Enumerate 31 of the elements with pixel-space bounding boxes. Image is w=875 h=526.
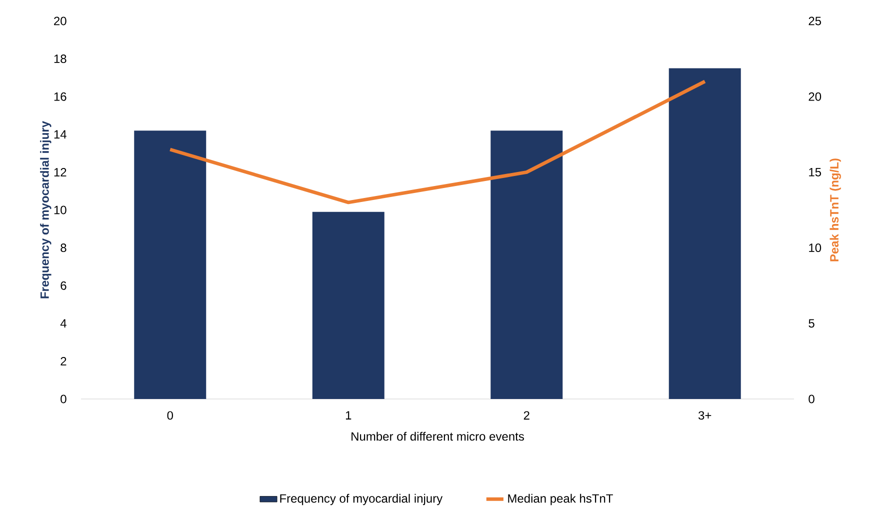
bar — [312, 212, 384, 399]
y-tick-label: 20 — [54, 16, 66, 26]
x-tick-label: 2 — [524, 411, 530, 420]
y-tick-label: 4 — [60, 319, 66, 328]
y2-tick-label: 5 — [808, 319, 814, 328]
x-tick-label: 3+ — [698, 411, 712, 420]
y2-tick-label: 0 — [808, 394, 814, 404]
y-tick-label: 16 — [54, 92, 66, 101]
x-axis-title: Number of different micro events — [352, 432, 524, 441]
y2-tick-label: 25 — [808, 16, 822, 26]
bar — [490, 130, 563, 399]
bar — [668, 68, 741, 399]
y2-axis-title: Peak hsTnT (ng/L) — [830, 158, 841, 262]
y-tick-label: 10 — [54, 206, 66, 214]
x-tick-label: 0 — [167, 411, 174, 420]
y-tick-label: 6 — [60, 281, 66, 290]
y-axis-title: Frequency of myocardial injury — [40, 121, 52, 298]
y-tick-label: 12 — [54, 168, 66, 176]
y-tick-label: 2 — [60, 357, 66, 366]
y2-tick-label: 15 — [809, 168, 822, 176]
line-series — [168, 80, 707, 204]
bar — [134, 130, 206, 399]
y2-tick-label: 10 — [809, 244, 822, 252]
legend-label: Median peak hsTnT — [508, 494, 613, 506]
y-tick-label: 18 — [54, 54, 66, 64]
y-tick-label: 0 — [60, 394, 66, 404]
y-tick-label: 8 — [60, 244, 66, 252]
x-tick-label: 1 — [346, 411, 352, 420]
y-tick-label: 14 — [54, 130, 66, 139]
y2-tick-label: 20 — [808, 92, 822, 101]
legend-label: Frequency of myocardial injury — [280, 494, 443, 506]
